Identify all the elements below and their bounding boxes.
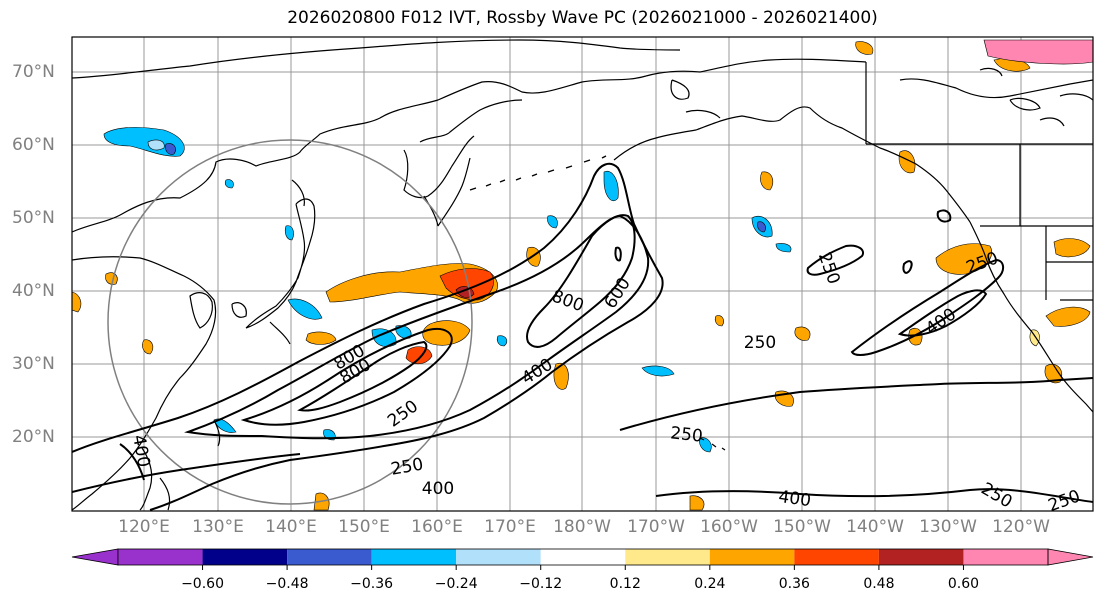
- lon-label-120w: 120°W: [992, 517, 1050, 537]
- contour-label: 250: [669, 423, 703, 446]
- lon-label-170e: 170°E: [484, 517, 536, 537]
- contour-label: 250: [1046, 486, 1083, 516]
- colorbar-cell: [118, 549, 203, 565]
- colorbar-tick-label: −0.36: [350, 576, 394, 592]
- colorbar-tick-label: −0.24: [434, 576, 478, 592]
- domain-circle: [107, 139, 473, 505]
- contour-label: 250: [977, 479, 1015, 513]
- coastlines: [72, 39, 1093, 511]
- lat-label-30n: 30°N: [12, 354, 55, 374]
- gridlines: [72, 37, 1093, 511]
- colorbar-cell: [794, 549, 879, 565]
- colorbar-tick-label: −0.60: [181, 576, 224, 592]
- lat-label-50n: 50°N: [12, 208, 55, 228]
- contour-label: 250: [389, 454, 424, 479]
- contour-label: 400: [128, 433, 153, 468]
- lon-label-140e: 140°E: [265, 517, 317, 537]
- colorbar-extend-right: [1047, 548, 1094, 566]
- lon-label-150w: 150°W: [773, 517, 831, 537]
- colorbar-tick-label: 0.12: [609, 576, 641, 592]
- lon-label-130w: 130°W: [919, 517, 977, 537]
- contour-label: 250: [744, 333, 776, 353]
- colorbar-cell: [202, 549, 288, 565]
- colorbar-outline: [117, 548, 1049, 566]
- map-title: 2026020800 F012 IVT, Rossby Wave PC (202…: [287, 8, 878, 28]
- colorbar-cell: [625, 549, 710, 565]
- colorbar-tick-label: −0.12: [519, 576, 563, 592]
- contour-label: 400: [922, 304, 960, 339]
- lat-label-60n: 60°N: [12, 135, 55, 155]
- lon-label-150e: 150°E: [338, 517, 390, 537]
- colorbar-tick-label: 0.48: [863, 576, 895, 592]
- colorbar-tick-label: −0.48: [265, 576, 309, 592]
- lon-label-160w: 160°W: [700, 517, 758, 537]
- colorbar-tick-label: 0.60: [947, 576, 980, 592]
- contour-label: 250: [814, 250, 844, 287]
- lat-label-70n: 70°N: [12, 62, 55, 82]
- lon-label-160e: 160°E: [411, 517, 463, 537]
- colorbar-cell: [371, 549, 457, 565]
- colorbar-cell: [456, 549, 541, 565]
- colorbar-tick-label: 0.36: [778, 576, 810, 592]
- contour-label-group: 800 600 800 800 400 250 250 400 250 400 …: [128, 248, 1083, 516]
- colorbar-tick-label: 0.24: [694, 576, 726, 592]
- lon-label-180w: 180°W: [553, 517, 611, 537]
- ivt-contours: [72, 162, 1093, 511]
- contour-label: 400: [422, 479, 454, 499]
- contour-label: 400: [777, 487, 812, 511]
- map-frame: [71, 36, 1094, 512]
- negative-anomaly-fills: [103, 127, 792, 453]
- colorbar-cell: [878, 549, 964, 565]
- colorbar-cell: [963, 549, 1048, 565]
- lat-label-20n: 20°N: [12, 427, 55, 447]
- colorbar-cell: [287, 549, 372, 565]
- colorbar-cell: [540, 549, 626, 565]
- lon-label-130e: 130°E: [192, 517, 244, 537]
- lon-label-140w: 140°W: [846, 517, 904, 537]
- colorbar-extend-left: [71, 548, 119, 566]
- colorbar-cell: [709, 549, 795, 565]
- contour-label: 250: [384, 396, 422, 431]
- lon-label-120e: 120°E: [118, 517, 170, 537]
- colorbar: [71, 548, 1094, 570]
- lon-label-170w: 170°W: [627, 517, 685, 537]
- contour-label: 600: [601, 274, 635, 312]
- lat-label-40n: 40°N: [12, 281, 55, 301]
